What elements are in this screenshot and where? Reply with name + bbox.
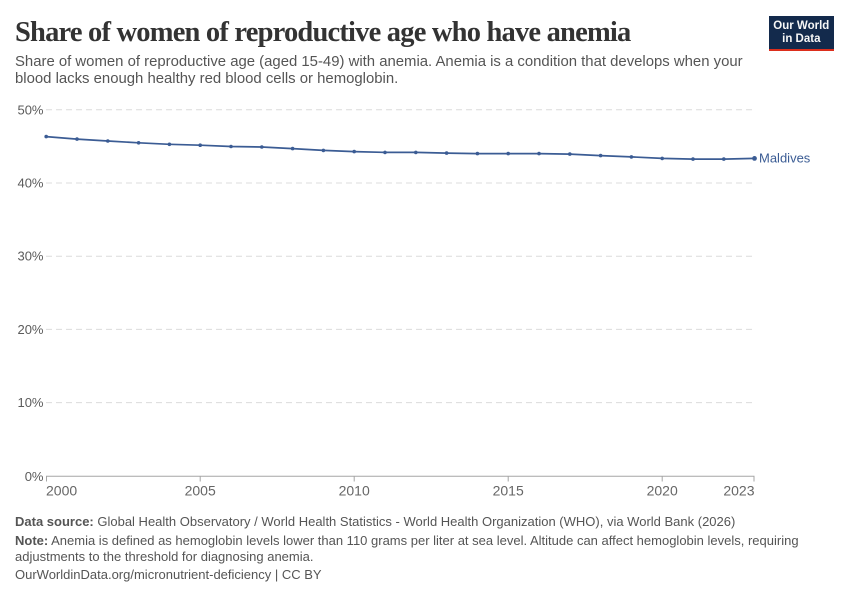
- svg-text:20%: 20%: [17, 322, 43, 337]
- svg-text:Maldives: Maldives: [759, 151, 811, 166]
- svg-text:2015: 2015: [493, 483, 524, 499]
- svg-text:10%: 10%: [17, 395, 43, 410]
- svg-text:2023: 2023: [723, 483, 754, 499]
- svg-text:2020: 2020: [647, 483, 678, 499]
- svg-text:2005: 2005: [185, 483, 216, 499]
- svg-text:2010: 2010: [339, 483, 370, 499]
- svg-text:40%: 40%: [17, 176, 43, 191]
- svg-text:0%: 0%: [25, 469, 44, 484]
- svg-text:2000: 2000: [46, 483, 77, 499]
- svg-text:50%: 50%: [17, 102, 43, 117]
- svg-text:30%: 30%: [17, 249, 43, 264]
